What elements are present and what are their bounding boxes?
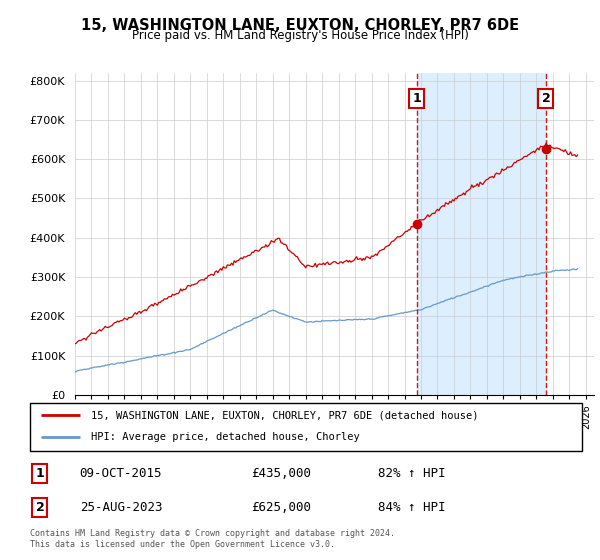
Text: 84% ↑ HPI: 84% ↑ HPI: [378, 501, 445, 514]
Text: 1: 1: [35, 467, 44, 480]
Text: 2: 2: [542, 92, 550, 105]
Text: 15, WASHINGTON LANE, EUXTON, CHORLEY, PR7 6DE (detached house): 15, WASHINGTON LANE, EUXTON, CHORLEY, PR…: [91, 410, 478, 420]
Text: 25-AUG-2023: 25-AUG-2023: [80, 501, 162, 514]
Text: Contains HM Land Registry data © Crown copyright and database right 2024.
This d: Contains HM Land Registry data © Crown c…: [30, 529, 395, 549]
Text: 1: 1: [413, 92, 421, 105]
Text: £435,000: £435,000: [251, 467, 311, 480]
Text: 82% ↑ HPI: 82% ↑ HPI: [378, 467, 445, 480]
Text: Price paid vs. HM Land Registry's House Price Index (HPI): Price paid vs. HM Land Registry's House …: [131, 29, 469, 42]
Text: 15, WASHINGTON LANE, EUXTON, CHORLEY, PR7 6DE: 15, WASHINGTON LANE, EUXTON, CHORLEY, PR…: [81, 18, 519, 33]
Text: 09-OCT-2015: 09-OCT-2015: [80, 467, 162, 480]
Text: HPI: Average price, detached house, Chorley: HPI: Average price, detached house, Chor…: [91, 432, 359, 442]
Text: £625,000: £625,000: [251, 501, 311, 514]
Bar: [417, 73, 546, 395]
Text: 2: 2: [35, 501, 44, 514]
